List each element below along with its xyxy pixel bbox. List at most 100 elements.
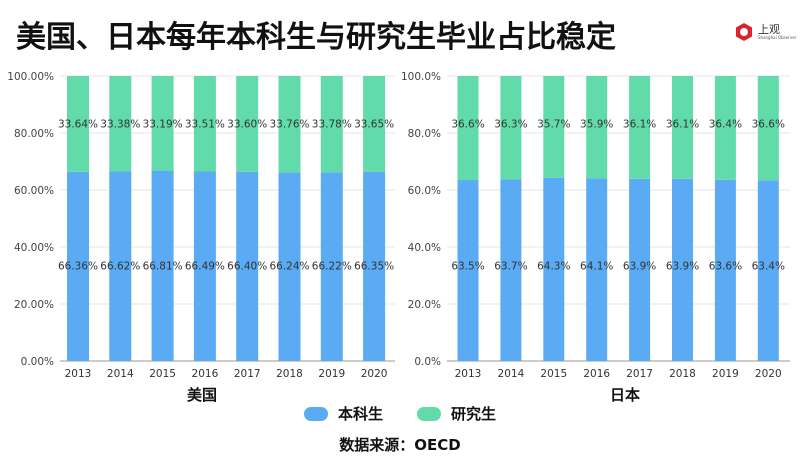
bar-undergrad <box>714 179 736 361</box>
data-label: 63.9% <box>623 261 656 273</box>
data-label: 63.4% <box>752 261 785 273</box>
data-label: 36.3% <box>494 119 527 131</box>
bar-undergrad <box>586 178 608 361</box>
y-tick-label: 100.00% <box>7 71 54 83</box>
x-tick-label: 2017 <box>626 368 653 380</box>
x-tick-label: 2015 <box>149 368 176 380</box>
x-tick-label: 2013 <box>455 368 482 380</box>
data-label: 64.1% <box>580 261 613 273</box>
data-label: 66.62% <box>100 261 140 273</box>
data-label: 33.65% <box>354 119 394 131</box>
bar-graduate <box>236 76 259 172</box>
legend-label-graduate: 研究生 <box>451 405 497 423</box>
bar-undergrad <box>500 179 522 361</box>
bar-graduate <box>109 76 132 172</box>
bar-undergrad <box>457 180 479 361</box>
bar-undergrad <box>109 171 132 361</box>
bar-graduate <box>757 76 779 181</box>
x-tick-label: 2013 <box>65 368 92 380</box>
bar-undergrad <box>151 170 174 361</box>
legend-label-undergrad: 本科生 <box>337 405 383 423</box>
data-label: 33.19% <box>143 119 183 131</box>
x-tick-label: 2019 <box>712 368 739 380</box>
data-label: 36.1% <box>623 119 656 131</box>
bar-undergrad <box>757 180 779 361</box>
y-tick-label: 0.0% <box>414 356 441 368</box>
data-label: 66.36% <box>58 261 98 273</box>
y-tick-label: 60.0% <box>408 185 441 197</box>
chart-title: 美国、日本每年本科生与研究生毕业占比稳定 <box>16 20 616 55</box>
legend-item-undergrad[interactable]: 本科生 <box>303 403 383 424</box>
bar-graduate <box>714 76 736 180</box>
data-label: 33.38% <box>100 119 140 131</box>
y-tick-label: 80.0% <box>408 128 441 140</box>
bar-graduate <box>500 76 522 180</box>
source-note: 数据来源：OECD <box>339 436 461 454</box>
bar-undergrad <box>672 178 693 361</box>
bar-graduate <box>67 76 89 172</box>
bar-graduate <box>320 76 343 173</box>
data-label: 64.3% <box>537 261 570 273</box>
bar-graduate <box>278 76 301 173</box>
bar-undergrad <box>193 171 216 361</box>
bar-undergrad <box>363 171 386 361</box>
x-tick-label: 2014 <box>498 368 525 380</box>
bar-graduate <box>629 76 651 179</box>
data-label: 36.4% <box>709 119 742 131</box>
y-tick-label: 0.00% <box>21 356 54 368</box>
legend: 本科生 研究生 <box>0 403 800 424</box>
x-tick-label: 2015 <box>540 368 567 380</box>
x-tick-label: 2019 <box>318 368 345 380</box>
y-tick-label: 20.0% <box>408 299 441 311</box>
bar-undergrad <box>236 171 259 361</box>
x-tick-label: 2016 <box>192 368 219 380</box>
legend-swatch-undergrad <box>303 406 328 421</box>
bar-graduate <box>672 76 693 179</box>
data-label: 35.9% <box>580 119 613 131</box>
data-label: 33.64% <box>58 119 98 131</box>
data-label: 66.24% <box>269 261 309 273</box>
data-label: 33.76% <box>269 119 309 131</box>
data-label: 63.9% <box>666 261 699 273</box>
x-axis-label: 美国 <box>187 386 217 404</box>
data-label: 63.5% <box>451 261 484 273</box>
x-tick-label: 2018 <box>669 368 696 380</box>
y-tick-label: 100.0% <box>401 71 441 83</box>
bar-graduate <box>151 76 174 171</box>
data-label: 36.6% <box>752 119 785 131</box>
bar-undergrad <box>629 178 651 361</box>
x-tick-label: 2016 <box>583 368 610 380</box>
bar-undergrad <box>67 171 89 361</box>
x-tick-label: 2018 <box>276 368 303 380</box>
data-label: 63.7% <box>494 261 527 273</box>
data-label: 66.22% <box>312 261 352 273</box>
y-tick-label: 60.00% <box>14 185 54 197</box>
data-label: 63.6% <box>709 261 742 273</box>
logo: 上观 Shanghai Observer <box>734 22 796 42</box>
y-tick-label: 40.0% <box>408 242 441 254</box>
data-label: 66.49% <box>185 261 225 273</box>
x-tick-label: 2020 <box>361 368 388 380</box>
bar-graduate <box>193 76 216 172</box>
data-label: 33.78% <box>312 119 352 131</box>
data-label: 66.35% <box>354 261 394 273</box>
bar-graduate <box>363 76 386 172</box>
legend-swatch-graduate <box>417 406 441 421</box>
logo-icon <box>736 23 752 41</box>
data-label: 33.51% <box>185 119 225 131</box>
y-tick-label: 40.00% <box>14 242 54 254</box>
data-label: 66.40% <box>227 261 267 273</box>
data-label: 33.60% <box>227 119 267 131</box>
x-tick-label: 2020 <box>755 368 782 380</box>
bar-graduate <box>457 76 479 181</box>
logo-subtext: Shanghai Observer <box>758 35 797 40</box>
y-tick-label: 80.00% <box>14 128 54 140</box>
data-label: 36.1% <box>666 119 699 131</box>
x-axis-label: 日本 <box>610 386 640 404</box>
data-label: 36.6% <box>451 119 484 131</box>
x-tick-label: 2014 <box>107 368 134 380</box>
bar-undergrad <box>320 172 343 361</box>
bar-graduate <box>586 76 608 179</box>
legend-item-graduate[interactable]: 研究生 <box>417 403 496 424</box>
